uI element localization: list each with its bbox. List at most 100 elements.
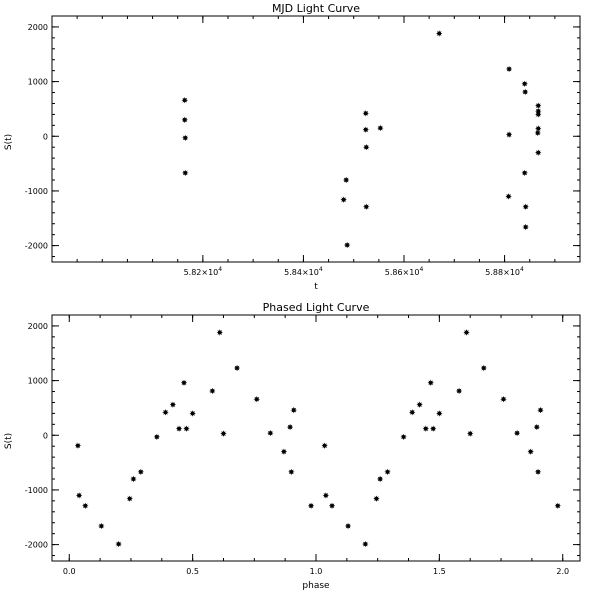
data-point <box>430 425 437 432</box>
y-tick-label: -1000 <box>25 187 48 196</box>
data-point <box>533 423 541 431</box>
data-point <box>328 502 336 509</box>
data-point <box>181 116 188 124</box>
data-point <box>321 442 328 449</box>
data-point <box>535 125 542 132</box>
x-tick-label: 5.82×104 <box>184 266 223 277</box>
data-point <box>280 448 288 455</box>
data-point <box>253 395 260 403</box>
x-axis-label: phase <box>302 581 330 591</box>
data-point <box>554 502 561 509</box>
y-axis-label: S(t) <box>4 134 14 150</box>
data-point <box>527 448 534 455</box>
data-point <box>209 387 216 395</box>
data-point <box>363 203 370 210</box>
y-tick-label: 1000 <box>28 78 48 87</box>
x-tick-label: 5.86×104 <box>385 266 424 277</box>
data-point <box>343 241 351 249</box>
data-point <box>233 364 241 372</box>
y-tick-label: 0 <box>43 132 48 141</box>
data-point <box>137 468 145 476</box>
data-point <box>535 111 542 118</box>
data-point <box>153 433 161 441</box>
data-point <box>115 540 122 548</box>
data-point <box>169 401 177 408</box>
data-point <box>376 475 384 483</box>
y-tick-label: 2000 <box>28 322 48 331</box>
data-point <box>505 131 513 138</box>
mjd-light-curve-panel: MJD Light Curve t S(t) 5.82×104 5.84×104 5… <box>4 2 581 292</box>
data-point <box>98 522 105 530</box>
data-point <box>340 196 347 203</box>
data-point <box>535 149 542 156</box>
data-point <box>513 429 521 437</box>
x-tick-label: 5.88×104 <box>485 266 524 277</box>
data-point <box>522 223 529 231</box>
data-point <box>182 134 189 142</box>
data-point <box>175 425 183 432</box>
data-point <box>436 410 443 417</box>
data-point <box>500 395 507 403</box>
x-axis-label: t <box>314 282 318 292</box>
y-tick-label: -1000 <box>25 486 48 495</box>
data-point <box>290 406 297 414</box>
data-point <box>362 126 369 133</box>
data-point <box>377 124 384 132</box>
data-point <box>455 387 463 395</box>
data-point <box>463 329 470 336</box>
chart-title: Phased Light Curve <box>263 301 370 314</box>
data-point <box>409 409 416 416</box>
data-point <box>344 522 352 530</box>
data-point <box>307 502 315 509</box>
data-point <box>362 110 369 117</box>
data-point <box>427 379 434 386</box>
data-point <box>363 144 370 151</box>
plot-frame <box>51 314 581 562</box>
data-point <box>436 30 443 37</box>
phased-light-curve-panel: Phased Light Curve phase S(t) 0.0 0.5 1.0 1… <box>4 301 581 591</box>
data-point <box>183 425 190 432</box>
x-tick-label: 1.5 <box>433 567 446 576</box>
data-point <box>322 492 330 499</box>
data-point <box>422 425 429 432</box>
data-point <box>534 468 542 476</box>
data-point <box>384 468 391 476</box>
y-tick-label: 0 <box>43 431 48 440</box>
data-point <box>505 65 513 73</box>
data-point <box>521 80 528 87</box>
data-point <box>521 169 528 177</box>
x-tick-label: 0.0 <box>63 567 76 576</box>
data-point <box>130 475 137 483</box>
data-point <box>373 495 380 502</box>
data-point <box>416 401 423 408</box>
data-point <box>522 203 529 210</box>
data-point <box>505 193 512 200</box>
data-point <box>126 495 133 502</box>
data-point <box>189 410 196 417</box>
data-point <box>181 96 188 104</box>
data-point <box>521 88 529 96</box>
data-point <box>82 502 89 509</box>
data-point <box>467 430 474 437</box>
data-point <box>267 429 274 437</box>
data-point <box>342 176 350 184</box>
y-tick-label: 2000 <box>28 23 48 32</box>
x-tick-label: 5.84×104 <box>284 266 323 277</box>
data-point <box>362 540 369 548</box>
chart-title: MJD Light Curve <box>272 2 360 15</box>
x-tick-label: 1.0 <box>310 567 323 576</box>
x-tick-label: 0.5 <box>186 567 199 576</box>
y-tick-label: 1000 <box>28 377 48 386</box>
x-tick-label: 2.0 <box>556 567 569 576</box>
y-axis-label: S(t) <box>4 433 14 449</box>
data-point <box>74 442 82 449</box>
plot-frame <box>51 15 581 263</box>
data-point <box>480 364 487 372</box>
y-tick-label: -2000 <box>25 541 48 550</box>
data-point <box>182 169 189 177</box>
data-point <box>162 409 169 416</box>
data-point <box>534 129 541 137</box>
data-point <box>286 423 294 431</box>
data-point <box>400 433 407 441</box>
